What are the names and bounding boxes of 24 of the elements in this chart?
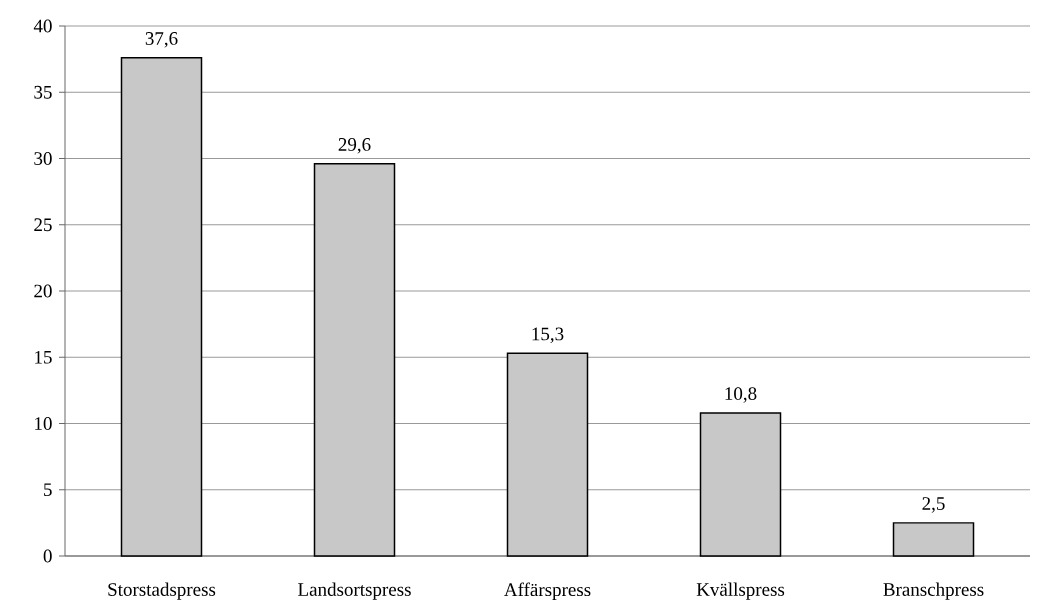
data-label: 10,8 bbox=[725, 387, 757, 403]
data-label: 15,3 bbox=[532, 327, 564, 344]
x-tick-label: Landsortspress bbox=[298, 582, 411, 600]
bar bbox=[892, 522, 975, 557]
x-tick-label: Storstadspress bbox=[108, 582, 216, 600]
x-tick-label: Kvällspress bbox=[696, 582, 785, 600]
y-tick-label: 15 bbox=[35, 350, 52, 364]
y-tick-label: 20 bbox=[34, 284, 52, 298]
y-tick-label: 10 bbox=[35, 417, 52, 430]
y-tick-label: 0 bbox=[43, 549, 52, 563]
data-label: 2,5 bbox=[922, 497, 945, 513]
data-label: 37,6 bbox=[145, 32, 178, 48]
data-label: 29,6 bbox=[338, 138, 371, 154]
bar bbox=[313, 163, 396, 557]
y-tick-label: 35 bbox=[34, 85, 52, 99]
y-tick-label: 40 bbox=[33, 19, 52, 33]
x-tick-label: Branschpress bbox=[883, 582, 984, 600]
bar bbox=[699, 412, 782, 557]
y-tick-label: 30 bbox=[34, 152, 52, 165]
y-tick-label: 25 bbox=[34, 218, 52, 232]
x-tick-label: Affärspress bbox=[504, 582, 591, 600]
y-tick-label: 5 bbox=[44, 483, 52, 497]
bar bbox=[120, 57, 203, 557]
bar bbox=[506, 352, 589, 557]
